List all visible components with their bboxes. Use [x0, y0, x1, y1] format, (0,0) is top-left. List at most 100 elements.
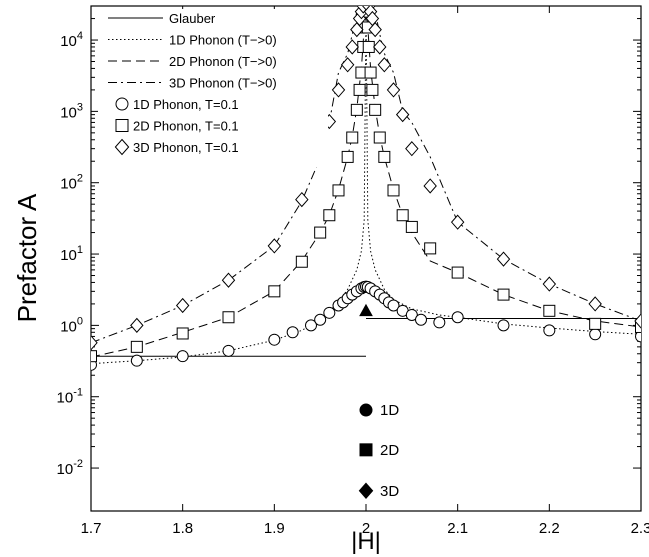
annotation-marker: [358, 482, 374, 500]
data-point: [268, 333, 281, 346]
data-point: [286, 326, 299, 339]
data-point: [451, 311, 464, 324]
annotation-marker: [359, 403, 373, 417]
data-point: [395, 107, 410, 123]
data-point: [387, 184, 400, 197]
data-point: [543, 324, 556, 337]
data-point: [267, 238, 282, 254]
data-point: [589, 317, 602, 330]
data-point: [295, 191, 309, 208]
series-4: [91, 280, 641, 371]
legend-label: 2D Phonon (T−>0): [169, 54, 277, 69]
data-point: [364, 66, 377, 79]
data-point: [130, 340, 143, 353]
data-point: [496, 251, 511, 267]
data-point: [353, 83, 366, 96]
y-tick-label: 10-2: [57, 458, 83, 478]
data-point: [433, 316, 446, 329]
data-point: [305, 319, 317, 332]
data-point: [268, 285, 281, 298]
data-point: [634, 313, 641, 329]
data-point: [366, 83, 379, 96]
data-point: [221, 272, 236, 288]
data-point: [332, 184, 345, 197]
data-point: [387, 299, 400, 312]
data-point: [405, 220, 418, 233]
data-point: [323, 209, 336, 222]
data-point: [130, 317, 144, 334]
x-tick-label: 1.8: [172, 520, 193, 537]
series-layer: [91, 6, 641, 371]
x-tick-label: 1.9: [264, 520, 285, 537]
data-point: [378, 150, 391, 163]
y-tick-label: 103: [60, 101, 83, 121]
annotation-label: 1D: [380, 402, 399, 419]
y-tick-label: 10-1: [57, 387, 83, 407]
data-point: [415, 313, 427, 326]
legend-label: 3D Phonon, T=0.1: [133, 140, 239, 155]
annotation-label: 3D: [380, 483, 399, 500]
legend-label: 1D Phonon (T−>0): [169, 33, 277, 48]
data-point: [362, 40, 375, 53]
annotation-marker: [359, 443, 373, 457]
data-point: [295, 255, 308, 268]
y-axis-title: Prefactor A: [12, 193, 42, 322]
data-point: [368, 21, 382, 38]
data-point: [314, 313, 327, 326]
data-point: [350, 21, 364, 38]
data-point: [405, 141, 419, 157]
y-tick-label: 104: [60, 30, 83, 50]
x-tick-label: 2.1: [447, 520, 468, 537]
legend: Glauber 1D Phonon (T−>0) 2D Phonon (T−>0) 3…: [98, 9, 328, 167]
x-axis-title: |H|: [351, 528, 381, 555]
data-point: [91, 335, 98, 351]
data-point: [635, 320, 641, 333]
data-point: [340, 57, 355, 73]
data-point: [377, 57, 392, 73]
data-point: [350, 103, 363, 116]
annotation-marker: [359, 303, 373, 317]
data-point: [222, 344, 235, 357]
y-tick-label: 101: [60, 244, 83, 264]
data-point: [373, 39, 387, 55]
data-point: [130, 354, 143, 367]
series-0: [91, 318, 641, 357]
legend-label: 3D Phonon (T−>0): [169, 76, 277, 91]
legend-marker: [115, 119, 129, 132]
x-tick-label: 2.2: [539, 520, 560, 537]
data-point: [91, 350, 97, 363]
data-point: [341, 150, 354, 163]
legend-background: [98, 9, 328, 167]
data-point: [176, 327, 189, 340]
data-point: [424, 242, 437, 255]
legend-marker: [115, 97, 129, 111]
data-point: [346, 131, 359, 144]
annotation-layer: 1D 2D 3D: [358, 303, 399, 500]
data-point: [451, 266, 464, 279]
data-point: [314, 226, 327, 239]
data-point: [423, 178, 437, 194]
data-point: [369, 103, 382, 116]
x-tick-label: 2.3: [631, 520, 649, 537]
data-point: [386, 82, 401, 98]
data-point: [176, 350, 189, 363]
legend-label: Glauber: [169, 11, 216, 26]
x-tick-label: 1.7: [81, 520, 102, 537]
data-point: [405, 308, 418, 321]
data-point: [542, 276, 557, 292]
data-point: [635, 330, 641, 343]
data-point: [345, 39, 359, 55]
data-point: [588, 296, 602, 312]
y-tick-label: 102: [60, 173, 83, 193]
data-point: [497, 288, 510, 301]
data-point: [497, 319, 510, 332]
legend-label: 2D Phonon, T=0.1: [133, 119, 239, 134]
data-point: [396, 209, 409, 222]
data-point: [175, 297, 190, 314]
data-point: [331, 82, 346, 98]
data-point: [373, 131, 386, 144]
data-point: [222, 311, 235, 324]
axis-ticks: 1.7 1.8 1.9 2 2.1 2.2 2.3 10-2 10-1 100 101 102 103 1…: [57, 5, 649, 537]
x-tick-label: 2: [362, 520, 370, 537]
